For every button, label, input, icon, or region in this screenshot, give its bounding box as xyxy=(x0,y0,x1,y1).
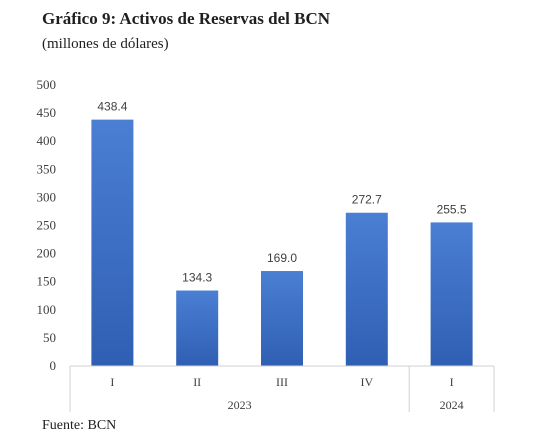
x-tick-label: I xyxy=(110,375,114,389)
x-tick-label: I xyxy=(450,375,454,389)
bar xyxy=(430,222,473,366)
y-tick-label: 0 xyxy=(50,358,57,373)
y-tick-label: 500 xyxy=(37,77,57,92)
y-tick-label: 350 xyxy=(37,161,57,176)
y-tick-label: 150 xyxy=(37,274,57,289)
y-tick-label: 400 xyxy=(37,133,57,148)
y-tick-label: 450 xyxy=(37,105,57,120)
data-label: 169.0 xyxy=(267,251,297,265)
data-label: 438.4 xyxy=(97,100,127,114)
data-label: 272.7 xyxy=(352,193,382,207)
data-label: 255.5 xyxy=(437,202,467,216)
x-group-label: 2024 xyxy=(440,398,464,412)
y-tick-label: 100 xyxy=(37,302,57,317)
bar xyxy=(91,119,134,366)
chart-title: Gráfico 9: Activos de Reservas del BCN xyxy=(42,9,331,28)
chart-subtitle: (millones de dólares) xyxy=(42,36,169,52)
bar xyxy=(176,290,219,366)
bar xyxy=(345,212,388,366)
chart-source: Fuente: BCN xyxy=(42,418,117,433)
x-tick-label: III xyxy=(276,375,288,389)
y-tick-label: 300 xyxy=(37,189,57,204)
bar xyxy=(261,271,303,366)
x-group-label: 2023 xyxy=(228,398,252,412)
x-tick-label: II xyxy=(193,375,201,389)
x-tick-label: IV xyxy=(360,375,373,389)
data-label: 134.3 xyxy=(182,271,212,285)
y-tick-label: 200 xyxy=(37,246,57,261)
y-tick-label: 250 xyxy=(37,218,57,233)
y-tick-label: 50 xyxy=(43,330,56,345)
